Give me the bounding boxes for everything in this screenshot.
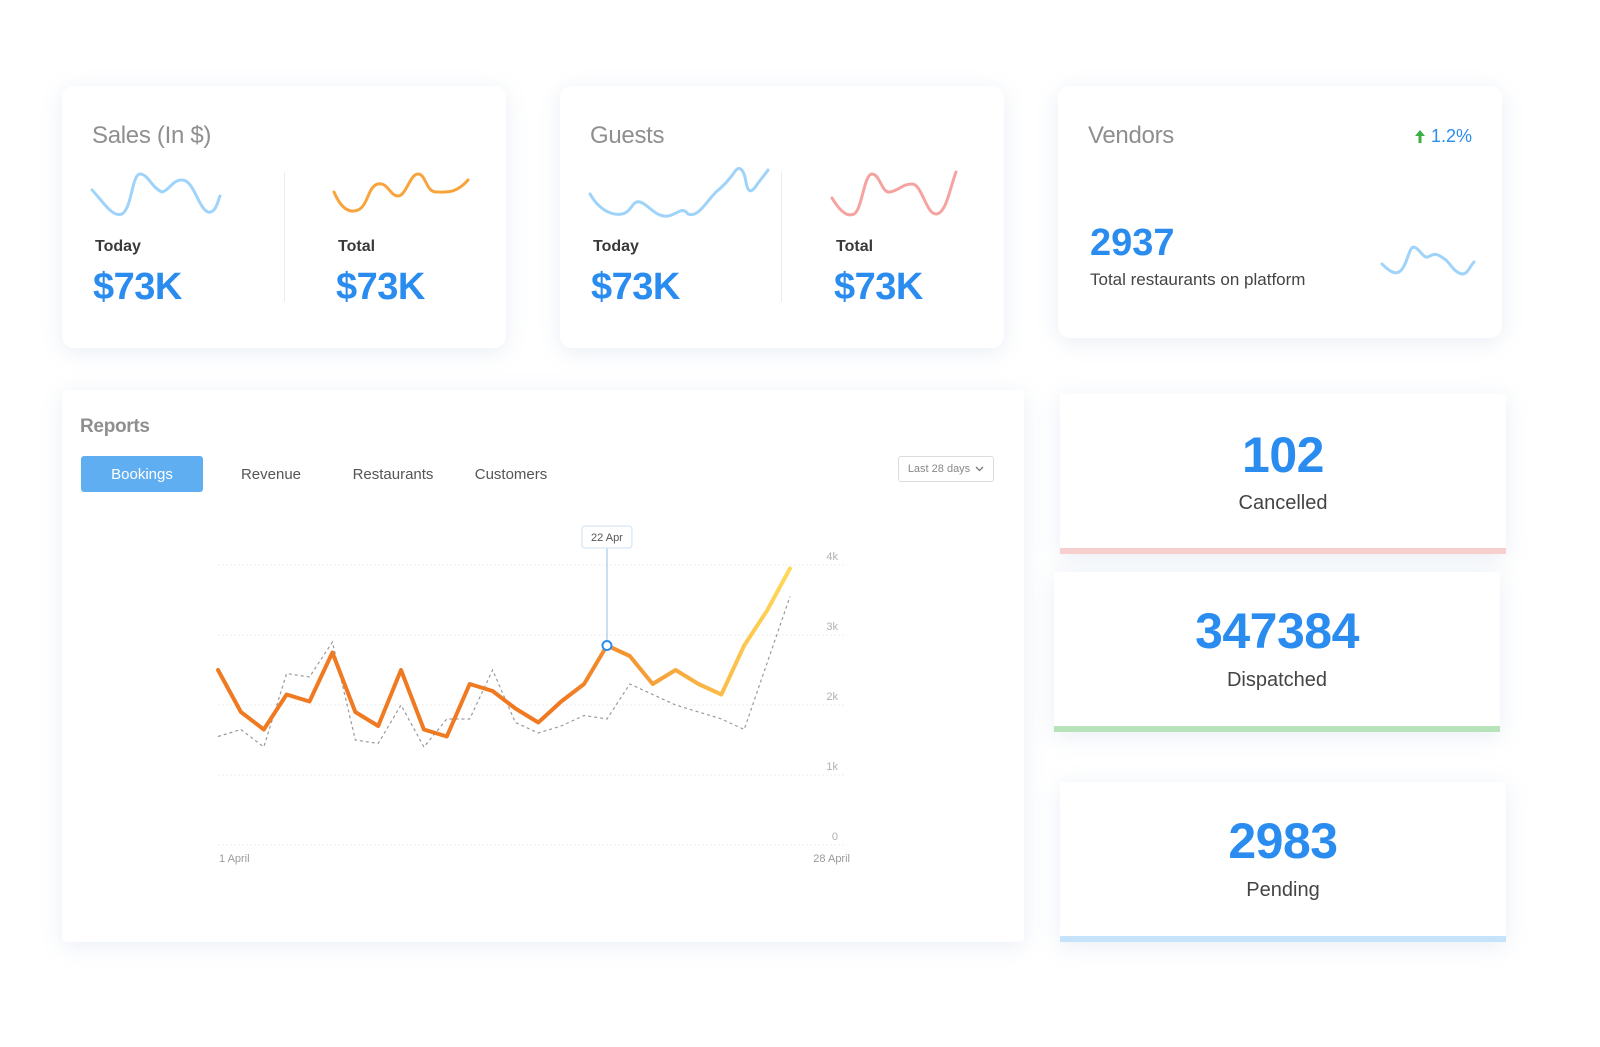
tab-revenue[interactable]: Revenue [240, 465, 302, 483]
vendors-trend-value: 1.2% [1430, 126, 1472, 146]
y-tick-label: 2k [826, 691, 838, 703]
tab-restaurants[interactable]: Restaurants [352, 465, 434, 483]
guests-total-label: Total [836, 238, 874, 255]
guests-total-value: $73K [834, 266, 923, 308]
guests-today-sparkline [588, 167, 770, 218]
vendors-caption: Total restaurants on platform [1090, 270, 1306, 289]
y-tick-label: 1k [826, 761, 838, 773]
guests-today: Today $73K [560, 86, 782, 348]
vendors-sparkline [1380, 245, 1476, 276]
reports-title: Reports [80, 416, 150, 437]
chart-gridlines [218, 564, 844, 846]
tab-customers[interactable]: Customers [474, 465, 548, 483]
chart-x-ticks: 1 April 28 April [219, 853, 850, 865]
y-tick-label: 4k [826, 551, 838, 563]
x-tick-label: 1 April [219, 853, 250, 865]
x-tick-label: 28 April [813, 853, 850, 865]
reports-card: Reports Bookings Revenue Restaurants Cus… [62, 390, 1024, 942]
sales-total: Total $73K [284, 86, 506, 348]
sales-card-title: Sales (In $) [92, 122, 212, 149]
sales-total-value: $73K [336, 266, 425, 308]
guests-total-sparkline [830, 170, 958, 217]
tooltip-label: 22 Apr [591, 532, 623, 544]
tooltip-box [581, 525, 633, 549]
dispatched-count: 347384 [1195, 603, 1359, 659]
dispatched-label: Dispatched [1226, 669, 1328, 691]
guests-total: Total $73K [782, 86, 1004, 348]
pending-label: Pending [1246, 879, 1320, 901]
sales-today-label: Today [95, 238, 141, 255]
vendors-card: Vendors 1.2% 2937 Total restaurants on p… [1058, 86, 1502, 338]
guests-today-label: Today [593, 238, 639, 255]
pending-card: 2983 Pending [1060, 782, 1506, 942]
comparison-series-line [217, 596, 791, 749]
cancelled-card: 102 Cancelled [1060, 394, 1506, 554]
date-range-label: Last 28 days [907, 463, 971, 475]
cancelled-label: Cancelled [1238, 492, 1328, 514]
sales-total-label: Total [338, 238, 376, 255]
chart-y-ticks: 4k 3k 2k 1k 0 [826, 551, 838, 843]
dispatched-bar [1054, 726, 1500, 732]
sales-today-sparkline [90, 172, 222, 217]
sales-today: Today $73K [62, 86, 284, 348]
cancelled-bar [1060, 548, 1506, 554]
vendors-count: 2937 [1090, 222, 1175, 264]
pending-bar [1060, 936, 1506, 942]
bookings-line-chart: 4k 3k 2k 1k 0 1 April 28 April 22 Apr [216, 525, 850, 865]
chevron-down-icon [975, 466, 984, 472]
tab-bookings[interactable]: Bookings [81, 456, 203, 492]
guests-today-value: $73K [591, 266, 680, 308]
y-tick-label: 0 [832, 831, 838, 843]
highlight-point[interactable] [601, 640, 613, 651]
guests-card: Guests Today $73K Total $73K [560, 86, 1004, 348]
sales-card: Sales (In $) Today $73K Total $73K [62, 86, 506, 348]
cancelled-count: 102 [1242, 427, 1324, 483]
vendors-card-title: Vendors [1088, 122, 1174, 149]
sales-divider [284, 172, 285, 302]
chart-series [216, 566, 792, 749]
sales-total-sparkline [332, 172, 470, 213]
arrow-up-icon [1414, 130, 1425, 143]
date-range-select[interactable]: Last 28 days [898, 456, 994, 482]
guests-divider [781, 172, 782, 302]
y-tick-label: 3k [826, 621, 838, 633]
vendors-trend: 1.2% [1414, 126, 1472, 147]
sales-today-value: $73K [93, 266, 182, 308]
pending-count: 2983 [1228, 813, 1338, 869]
dispatched-card: 347384 Dispatched [1054, 572, 1500, 732]
guests-card-title: Guests [590, 122, 665, 149]
bookings-series-line [216, 566, 792, 739]
chart-highlight[interactable]: 22 Apr [581, 525, 633, 651]
